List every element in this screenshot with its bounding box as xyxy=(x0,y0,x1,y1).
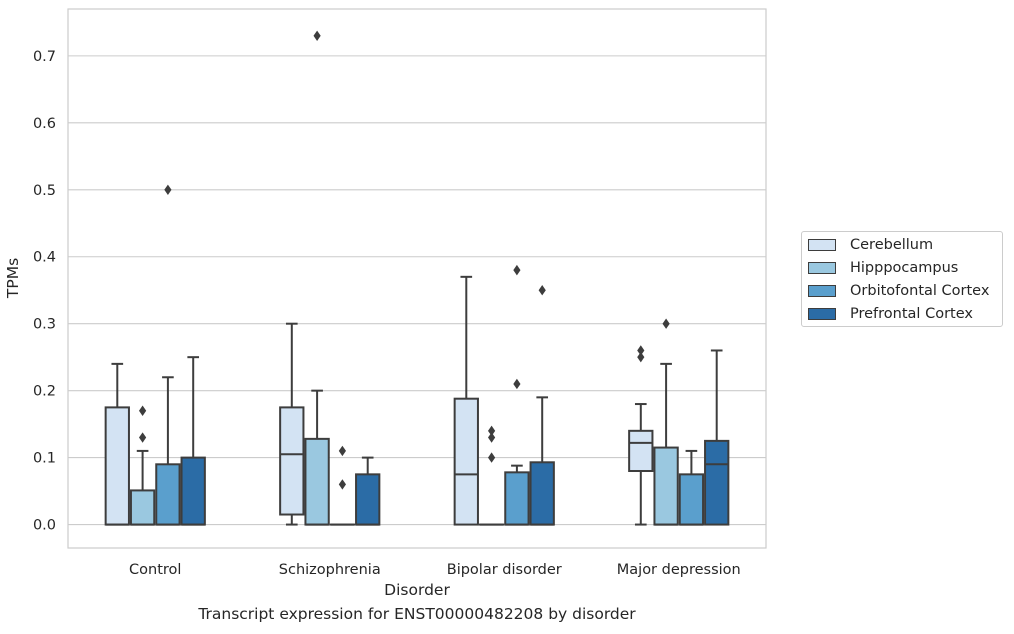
outlier-point xyxy=(513,264,521,276)
y-tick-label: 0.0 xyxy=(33,518,56,534)
outlier-point xyxy=(538,285,546,296)
outlier-point xyxy=(487,425,496,437)
box xyxy=(653,318,679,526)
box xyxy=(355,456,381,526)
outlier-point xyxy=(487,432,496,443)
legend-swatch xyxy=(808,308,836,320)
outlier-point xyxy=(338,479,347,490)
outlier-point xyxy=(513,378,521,390)
box-body xyxy=(129,489,156,526)
y-tick-label: 0.7 xyxy=(33,49,56,65)
x-axis-label: Disorder xyxy=(384,581,450,599)
x-tick-labels: Control Schizophrenia Bipolar disorder Majo… xyxy=(129,562,741,578)
outlier-point xyxy=(313,30,321,41)
box xyxy=(180,356,206,526)
box-series xyxy=(104,30,730,526)
legend-swatch xyxy=(808,239,836,251)
box xyxy=(504,264,530,526)
y-tick-label: 0.5 xyxy=(33,183,56,199)
legend-item: Cerebellum xyxy=(808,236,933,254)
box-body xyxy=(355,473,381,526)
box-body xyxy=(678,473,705,526)
box-body xyxy=(453,397,479,526)
legend-label: Hipppocampus xyxy=(850,260,959,276)
x-tick-label: Bipolar disorder xyxy=(447,562,562,578)
box-body xyxy=(504,471,530,526)
box-body xyxy=(279,406,305,516)
box xyxy=(129,405,156,526)
series-cerebellum xyxy=(104,275,654,526)
box xyxy=(678,449,705,526)
y-tick-label: 0.4 xyxy=(33,250,56,266)
legend-item: Prefrontal Cortex xyxy=(808,305,973,323)
y-tick-label: 0.6 xyxy=(33,116,56,132)
box xyxy=(104,362,130,526)
outlier-point xyxy=(138,405,147,416)
box xyxy=(478,425,505,526)
outlier-point xyxy=(338,445,347,457)
box-body xyxy=(304,437,330,526)
box xyxy=(155,184,181,526)
box-body xyxy=(704,439,730,526)
box xyxy=(329,445,356,526)
legend-label: Prefrontal Cortex xyxy=(850,306,973,322)
y-tick-label: 0.3 xyxy=(33,317,56,333)
outlier-point xyxy=(138,432,147,443)
box xyxy=(628,345,654,526)
x-tick-label: Control xyxy=(129,562,181,578)
y-tick-label: 0.2 xyxy=(33,384,56,400)
y-axis-label: TPMs xyxy=(4,258,22,299)
legend-swatch xyxy=(808,262,836,274)
outlier-point xyxy=(487,452,496,463)
outlier-point xyxy=(637,351,645,363)
box-body xyxy=(628,429,654,472)
box-body xyxy=(155,463,181,526)
box-body xyxy=(104,406,130,526)
series-hipppocampus xyxy=(129,30,679,526)
x-tick-label: Schizophrenia xyxy=(279,562,381,578)
box-body xyxy=(653,446,679,526)
chart-caption: Transcript expression for ENST0000048220… xyxy=(198,605,636,623)
outlier-point xyxy=(637,345,645,356)
outlier-point xyxy=(164,184,172,195)
series-orbitofontal-cortex xyxy=(155,184,705,526)
legend-item: Hipppocampus xyxy=(808,259,958,277)
legend-label: Cerebellum xyxy=(850,237,934,253)
box-body xyxy=(529,461,555,526)
legend-item: Orbitofontal Cortex xyxy=(808,282,989,300)
box-body xyxy=(180,456,206,526)
series-prefrontal-cortex xyxy=(180,285,730,526)
box xyxy=(279,322,305,526)
y-tick-labels: 0.0 0.1 0.2 0.3 0.4 0.5 0.6 0.7 xyxy=(33,49,56,534)
y-tick-label: 0.1 xyxy=(33,451,56,467)
box xyxy=(529,285,555,526)
box xyxy=(704,349,730,526)
outlier-point xyxy=(662,318,670,329)
legend: Cerebellum Hipppocampus Orbitofontal Corte… xyxy=(801,231,1003,327)
legend-swatch xyxy=(808,285,836,297)
legend-label: Orbitofontal Cortex xyxy=(850,283,990,299)
box xyxy=(453,275,479,526)
x-tick-label: Major depression xyxy=(617,562,741,578)
box xyxy=(304,30,330,526)
